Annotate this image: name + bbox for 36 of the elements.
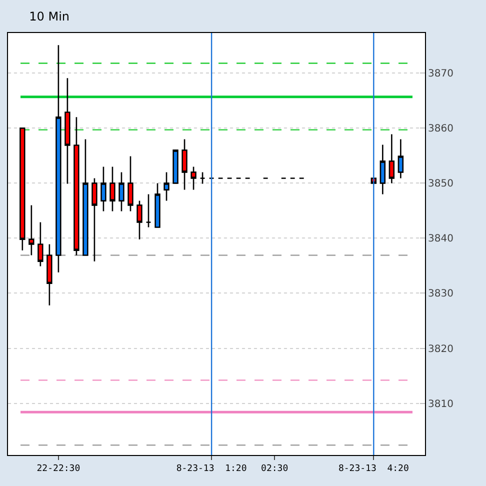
x-tick-label: 22-22:30: [36, 464, 80, 474]
candlestick: [118, 172, 124, 212]
candlestick: [380, 144, 386, 195]
candlestick: [154, 182, 160, 228]
candlestick: [38, 222, 44, 267]
x-tick-label: 8-23-13 1:20: [176, 464, 247, 474]
candlestick: [74, 116, 80, 256]
candlestick: [128, 156, 134, 212]
candlestick: [146, 194, 152, 228]
candlestick: [182, 138, 188, 190]
candlestick: [164, 172, 170, 202]
y-tick-label: 3820: [428, 344, 454, 355]
candlestick: [200, 172, 206, 184]
candlestick: [172, 150, 178, 184]
candlestick: [46, 244, 52, 306]
y-tick-label: 3850: [428, 178, 454, 190]
candlestick: [190, 166, 196, 190]
y-tick-label: 3860: [428, 124, 454, 135]
candlestick: [82, 138, 88, 256]
candlestick: [64, 77, 70, 184]
candlestick: [388, 134, 395, 184]
chart-title: 10 Min: [29, 10, 70, 24]
candlestick: [56, 44, 62, 273]
y-tick-label: 3830: [428, 288, 454, 300]
candlestick: [110, 166, 116, 212]
candlestick: [398, 138, 404, 179]
x-tick-label: 8-23-13 4:20: [338, 464, 409, 474]
candlestick: [20, 128, 26, 251]
candlestick: [136, 200, 142, 240]
candlestick: [100, 166, 106, 212]
candlestick: [92, 178, 98, 262]
y-tick-label: 3870: [428, 68, 454, 80]
x-tick-label: 02:30: [261, 464, 288, 474]
y-tick-label: 3840: [428, 234, 454, 245]
candlestick: [28, 204, 34, 256]
y-tick-label: 3810: [428, 398, 454, 410]
